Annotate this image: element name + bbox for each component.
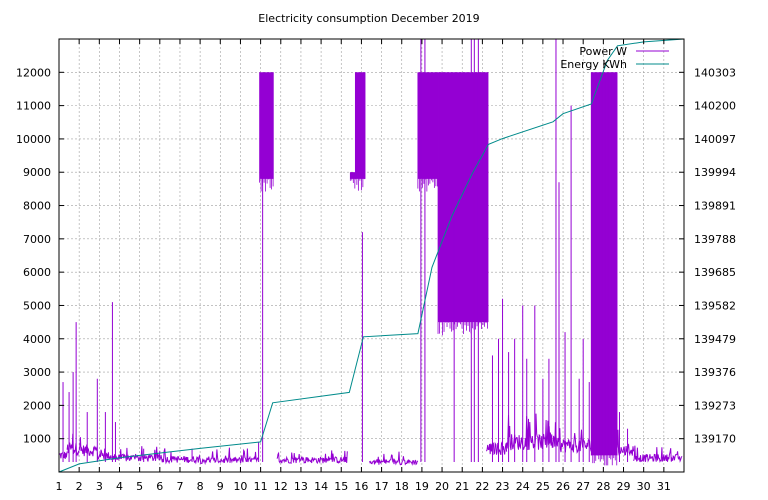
x-tick-label: 30 xyxy=(637,480,651,493)
x-tick-label: 20 xyxy=(435,480,449,493)
y2-tick-label: 139685 xyxy=(694,266,736,279)
x-tick-label: 24 xyxy=(516,480,530,493)
y-tick-label: 5000 xyxy=(23,299,51,312)
x-tick-label: 16 xyxy=(354,480,368,493)
power-baseline-trace xyxy=(633,445,683,463)
y-tick-label: 2000 xyxy=(23,399,51,412)
y-tick-label: 10000 xyxy=(16,133,51,146)
y2-tick-label: 139994 xyxy=(694,166,736,179)
y2-tick-label: 139891 xyxy=(694,200,736,213)
x-tick-label: 31 xyxy=(657,480,671,493)
x-tick-label: 23 xyxy=(496,480,510,493)
x-tick-label: 18 xyxy=(395,480,409,493)
y2-tick-label: 140303 xyxy=(694,66,736,79)
y2-tick-label: 139273 xyxy=(694,399,736,412)
legend-label: Power W xyxy=(579,45,627,58)
y-tick-label: 9000 xyxy=(23,166,51,179)
y2-tick-label: 139376 xyxy=(694,366,736,379)
x-tick-label: 26 xyxy=(556,480,570,493)
x-tick-label: 13 xyxy=(294,480,308,493)
power-baseline-trace xyxy=(615,429,635,457)
x-tick-label: 12 xyxy=(274,480,288,493)
x-tick-label: 27 xyxy=(576,480,590,493)
power-dense-block xyxy=(355,72,366,179)
x-tick-label: 6 xyxy=(156,480,163,493)
energy-series xyxy=(58,38,685,473)
power-baseline-trace xyxy=(552,422,594,454)
power-baseline-trace xyxy=(199,447,260,466)
x-tick-label: 11 xyxy=(254,480,268,493)
power-dense-block xyxy=(350,172,356,179)
x-tick-label: 25 xyxy=(536,480,550,493)
x-tick-label: 22 xyxy=(475,480,489,493)
power-baseline-trace xyxy=(78,437,98,457)
x-tick-label: 2 xyxy=(76,480,83,493)
x-tick-label: 14 xyxy=(314,480,328,493)
y-tick-label: 1000 xyxy=(23,433,51,446)
y2-tick-label: 139170 xyxy=(694,433,736,446)
chart-title: Electricity consumption December 2019 xyxy=(258,12,479,25)
power-baseline-trace xyxy=(159,448,201,465)
x-tick-label: 17 xyxy=(375,480,389,493)
y-tick-label: 6000 xyxy=(23,266,51,279)
energy-line xyxy=(58,38,685,473)
y-axis-left: 1000 2000 3000 4000 5000 6000 7000 8000 9000 1000… xyxy=(16,66,64,446)
x-tick-label: 5 xyxy=(136,480,143,493)
power-baseline-trace xyxy=(276,450,348,465)
x-tick-label: 7 xyxy=(176,480,183,493)
y2-tick-label: 139479 xyxy=(694,333,736,346)
x-tick-label: 28 xyxy=(596,480,610,493)
x-tick-label: 15 xyxy=(334,480,348,493)
y-axis-right: 139170 139273 139376 139479 139582 139685 1397… xyxy=(679,66,736,446)
x-tick-label: 21 xyxy=(455,480,469,493)
y-tick-label: 8000 xyxy=(23,200,51,213)
y-tick-label: 7000 xyxy=(23,233,51,246)
y2-tick-label: 139582 xyxy=(694,299,736,312)
y2-tick-label: 139788 xyxy=(694,233,736,246)
y2-tick-label: 140097 xyxy=(694,133,736,146)
y-tick-label: 3000 xyxy=(23,366,51,379)
x-tick-label: 19 xyxy=(415,480,429,493)
x-tick-label: 3 xyxy=(96,480,103,493)
x-tick-label: 1 xyxy=(56,480,63,493)
power-baseline-trace xyxy=(369,451,419,466)
x-tick-label: 8 xyxy=(197,480,204,493)
x-tick-label: 10 xyxy=(233,480,247,493)
x-axis: 1 2 3 4 5 6 7 8 9 10 11 12 13 14 15 16 17 18 19 20 21 22 23 24 2… xyxy=(56,39,671,493)
y-tick-label: 11000 xyxy=(16,100,51,113)
legend-label: Energy KWh xyxy=(560,58,627,71)
power-baseline-trace xyxy=(485,440,508,456)
x-tick-label: 4 xyxy=(116,480,123,493)
x-tick-label: 9 xyxy=(217,480,224,493)
power-baseline-trace xyxy=(119,446,161,462)
plot-frame xyxy=(58,38,685,473)
y-tick-label: 12000 xyxy=(16,66,51,79)
y-tick-label: 4000 xyxy=(23,333,51,346)
x-tick-label: 29 xyxy=(617,480,631,493)
power-series xyxy=(58,39,683,466)
y2-tick-label: 140200 xyxy=(694,100,736,113)
